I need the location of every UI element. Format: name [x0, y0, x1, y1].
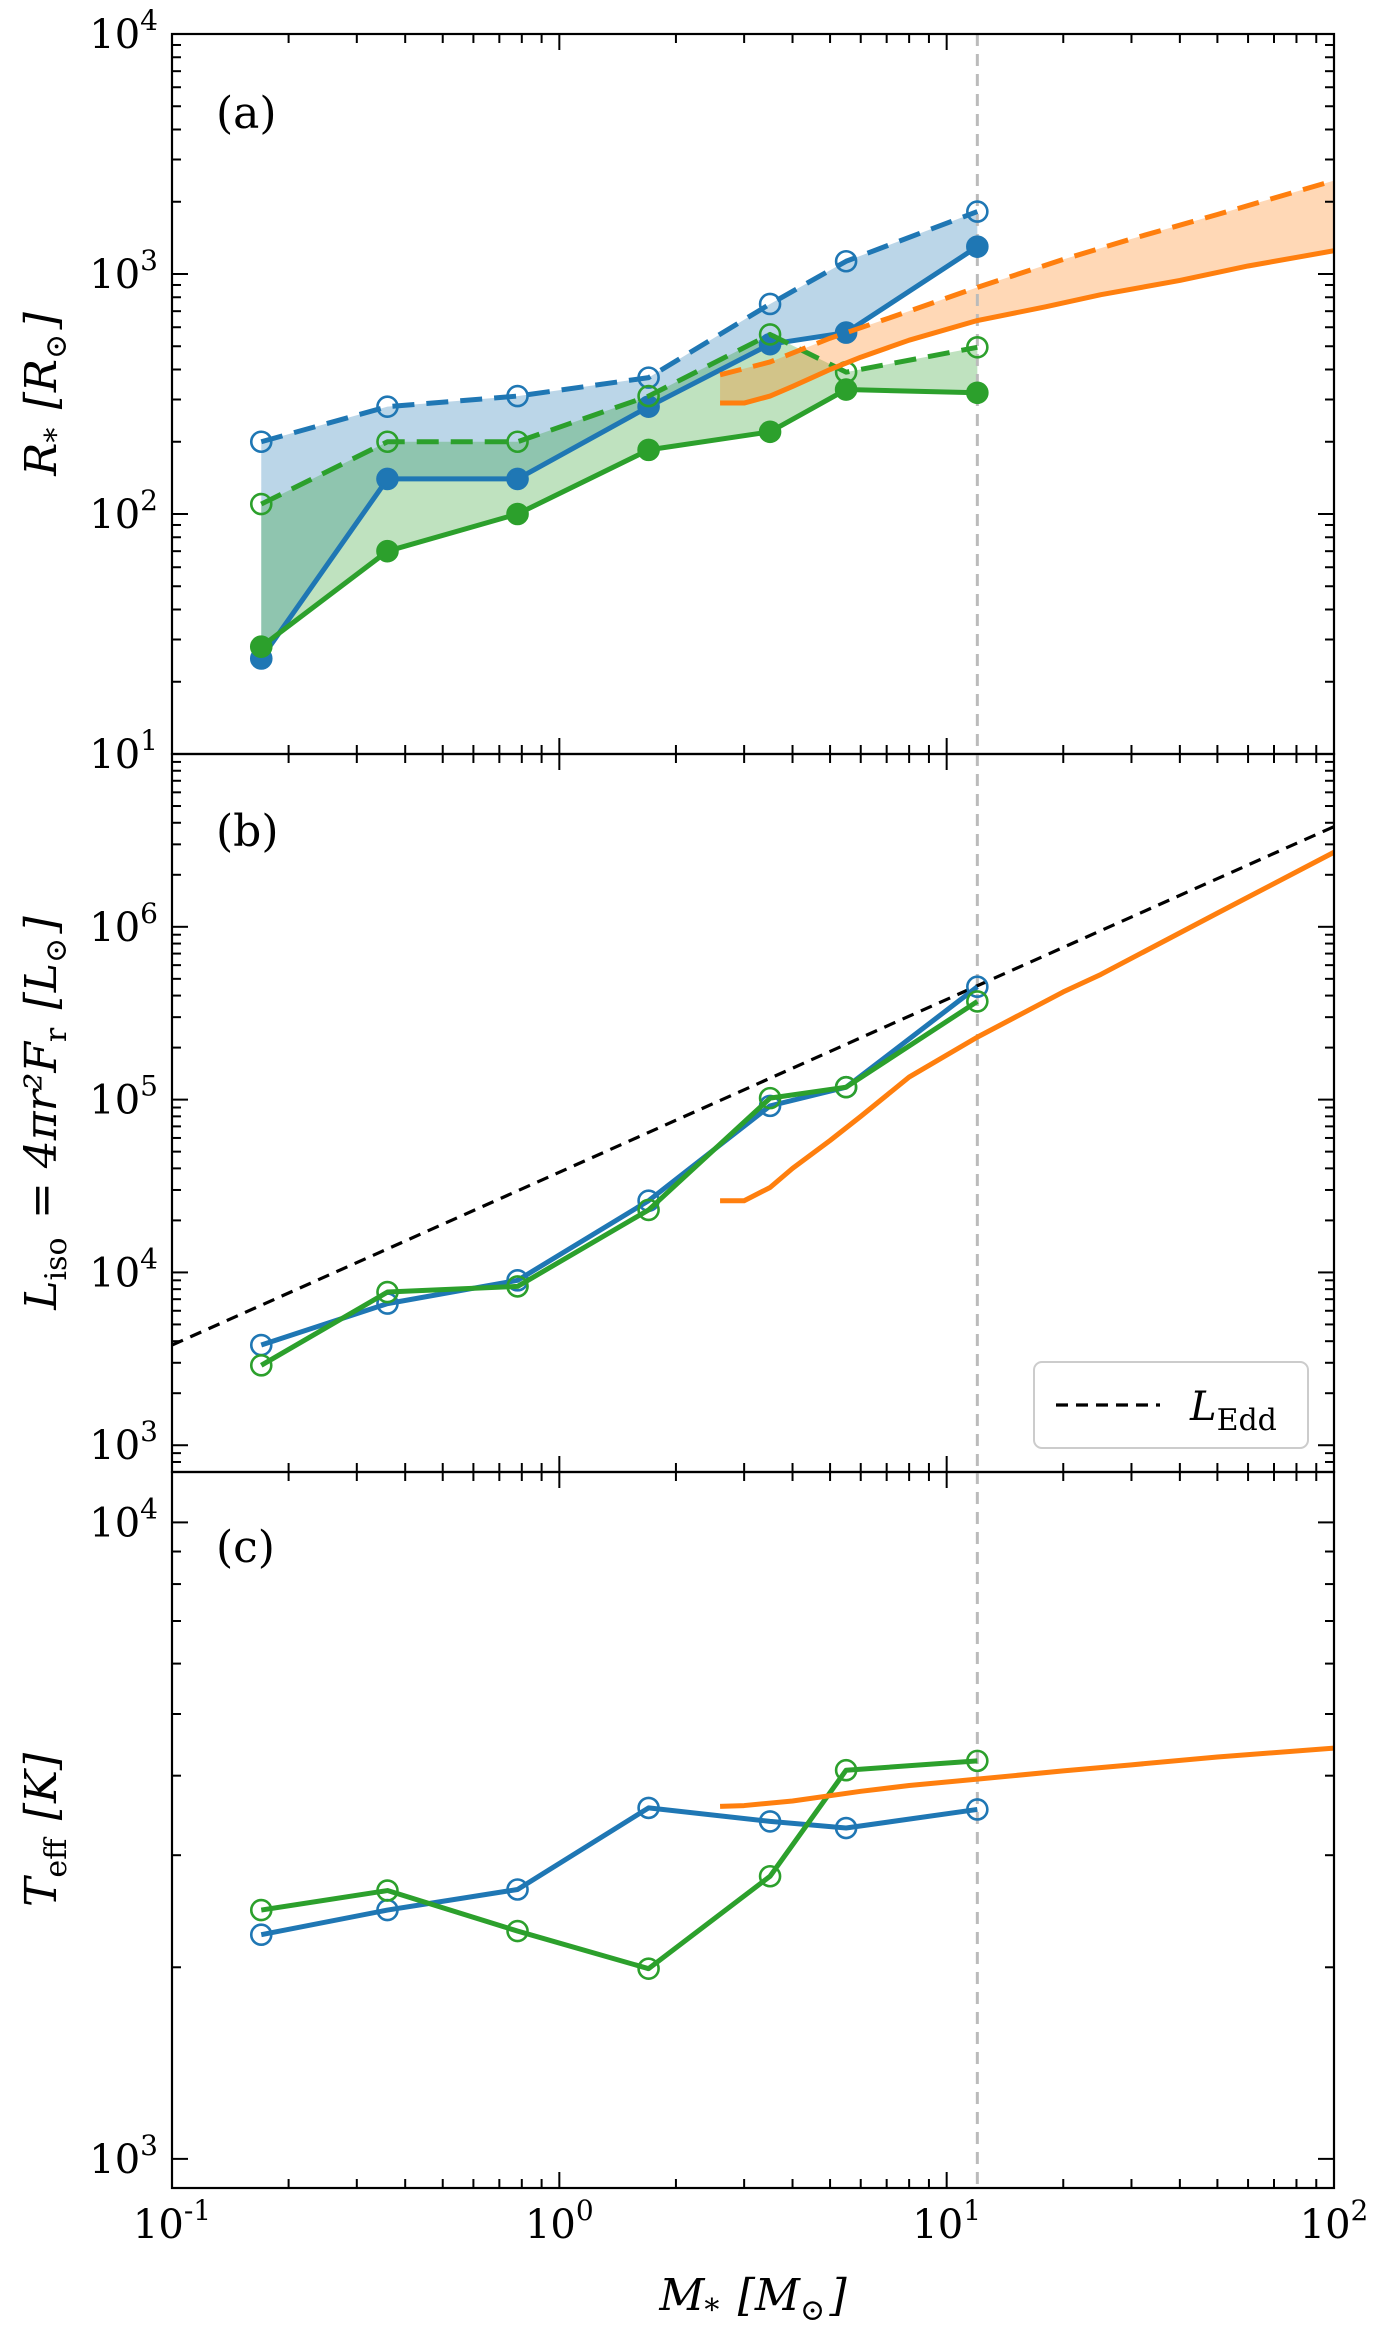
- panel-b: 103 104 105 106 (b) Liso = 4πr²Fr [L⊙ ] LEdd: [16, 752, 1336, 1474]
- series-line-1: [260, 209, 979, 445]
- data-point: [376, 430, 399, 454]
- data-point: [376, 539, 399, 563]
- legend: LEdd: [1033, 1361, 1309, 1449]
- legend-label: LEdd: [1189, 1384, 1281, 1438]
- data-point: [637, 1796, 660, 1820]
- y-tick-label: 104: [89, 4, 158, 58]
- data-point: [966, 200, 989, 223]
- data-point: [758, 1810, 782, 1833]
- x-tick-label: 101: [912, 2194, 981, 2248]
- data-point: [834, 249, 858, 273]
- y-tick-label: 102: [89, 484, 158, 538]
- y-tick-label: 103: [89, 2129, 158, 2183]
- series-line-3: [260, 331, 978, 507]
- data-point: [249, 430, 273, 454]
- panel-label: (a): [216, 88, 277, 139]
- data-point: [966, 975, 989, 999]
- data-point: [758, 292, 782, 316]
- series-line-1: [260, 984, 979, 1348]
- series-line-0: [172, 825, 1334, 1347]
- series-line-0: [260, 1805, 978, 1938]
- panel-c: 103 104 (c) Teff [K]: [16, 1470, 1336, 2190]
- series-line-1: [260, 1758, 978, 1972]
- data-point: [758, 323, 782, 346]
- data-point: [966, 381, 989, 405]
- x-tick-label: 102: [1300, 2194, 1369, 2248]
- panel-label: (b): [216, 806, 279, 857]
- panel-a: 101 102 103 104 (a) R* [R⊙ ]: [16, 4, 1336, 778]
- data-point: [249, 492, 273, 516]
- data-point: [966, 990, 989, 1013]
- y-tick-label: 104: [89, 1492, 158, 1546]
- data-point: [506, 502, 529, 526]
- y-axis-title: Liso = 4πr²Fr [L⊙ ]: [16, 915, 74, 1310]
- x-tick-label: 10-1: [133, 2194, 211, 2248]
- y-tick-label: 103: [89, 244, 158, 298]
- data-point: [966, 1798, 989, 1821]
- data-point: [966, 1749, 989, 1773]
- fill-band-2: [720, 180, 1334, 404]
- data-point: [834, 321, 858, 344]
- data-point: [506, 1275, 529, 1298]
- plot-area: [249, 1472, 1334, 2188]
- data-point: [249, 1354, 273, 1377]
- axes-frame: [170, 1470, 1336, 2190]
- data-point: [758, 420, 782, 444]
- data-point: [249, 1923, 273, 1947]
- data-point: [637, 366, 660, 389]
- series-line-2: [260, 999, 979, 1368]
- y-tick-label: 103: [89, 1415, 158, 1469]
- x-tick-label: 100: [525, 2194, 594, 2248]
- data-point: [834, 1816, 858, 1840]
- y-tick-label: 104: [89, 1242, 158, 1296]
- data-point: [506, 1919, 529, 1943]
- y-tick-label: 101: [89, 724, 158, 778]
- series-line-3: [720, 850, 1334, 1204]
- data-point: [637, 384, 660, 408]
- data-point: [506, 430, 529, 454]
- fill-band-0: [261, 211, 978, 659]
- data-point: [376, 1879, 399, 1902]
- data-point: [966, 335, 989, 359]
- legend-box: [1033, 1361, 1309, 1449]
- plot-layer: 101 102 103 104 (a) R* [R⊙ ] 103 104 105 106 (b) Li…: [16, 4, 1368, 2328]
- data-point: [637, 1198, 660, 1222]
- data-point: [506, 1878, 529, 1901]
- data-point: [249, 1898, 273, 1922]
- series-line-4: [720, 248, 1334, 406]
- data-point: [376, 467, 399, 491]
- x-axis-title: M* [M⊙ ]: [658, 2270, 847, 2328]
- data-point: [834, 1758, 858, 1782]
- series-line-2: [719, 1745, 1334, 1809]
- data-point: [834, 1075, 858, 1099]
- data-point: [249, 635, 273, 658]
- data-point: [376, 395, 399, 418]
- x-axis: 10-1 100 101 102 M* [M⊙ ]: [133, 2194, 1368, 2328]
- data-point: [376, 1280, 399, 1304]
- data-point: [758, 1864, 782, 1888]
- y-tick-label: 105: [89, 1070, 158, 1124]
- fill-band-1: [261, 334, 978, 647]
- data-point: [966, 235, 989, 258]
- y-tick-label: 106: [89, 897, 158, 951]
- plot-area: [249, 34, 1334, 754]
- panel-label: (c): [216, 1522, 275, 1573]
- series-line-5: [719, 178, 1334, 378]
- data-point: [506, 467, 529, 491]
- data-point: [758, 1086, 782, 1110]
- data-point: [637, 438, 660, 462]
- y-axis-title: R* [R⊙ ]: [16, 311, 74, 476]
- data-point: [834, 378, 858, 401]
- data-point: [637, 1957, 660, 1980]
- data-point: [506, 384, 529, 408]
- y-axis-title: Teff [K]: [16, 1752, 74, 1907]
- plot-area: [172, 754, 1334, 1472]
